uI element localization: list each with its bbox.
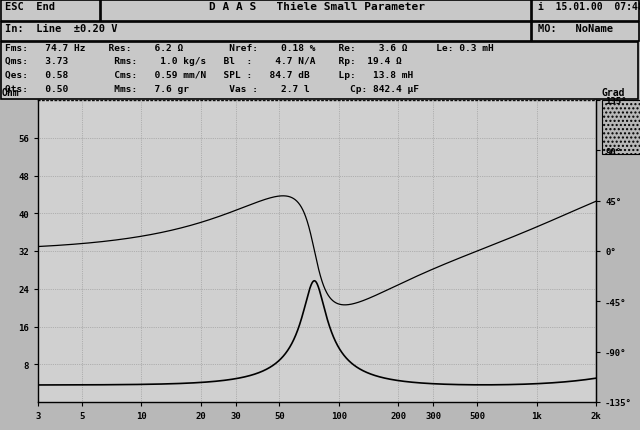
Text: Grad: Grad	[602, 88, 625, 98]
Text: Qes:   0.58        Cms:   0.59 mm/N   SPL :   84.7 dB     Lp:   13.8 mH: Qes: 0.58 Cms: 0.59 mm/N SPL : 84.7 dB L…	[5, 71, 413, 80]
Bar	[1, 43, 638, 100]
Text: i  15.01.00  07:48: i 15.01.00 07:48	[538, 2, 640, 12]
Bar	[1, 1, 100, 22]
Text: Fms:   74.7 Hz    Res:    6.2 Ω        Nref:    0.18 %    Re:    3.6 Ω     Le: 0: Fms: 74.7 Hz Res: 6.2 Ω Nref: 0.18 % Re:…	[5, 44, 493, 53]
Text: ESC  End: ESC End	[5, 2, 55, 12]
Text: In:  Line  ±0.20 V: In: Line ±0.20 V	[5, 24, 118, 34]
Text: Qts:   0.50        Mms:   7.6 gr       Vas :    2.7 l       Cp: 842.4 μF: Qts: 0.50 Mms: 7.6 gr Vas : 2.7 l Cp: 84…	[5, 84, 419, 93]
Bar	[532, 23, 639, 42]
Bar	[602, 101, 640, 155]
Bar	[532, 1, 639, 22]
Text: Ohm: Ohm	[2, 88, 19, 98]
Bar	[1, 23, 531, 42]
Text: MO:   NoName: MO: NoName	[538, 24, 613, 34]
Bar	[101, 1, 531, 22]
Text: Qms:   3.73        Rms:    1.0 kg/s   Bl  :    4.7 N/A    Rp:  19.4 Ω: Qms: 3.73 Rms: 1.0 kg/s Bl : 4.7 N/A Rp:…	[5, 57, 402, 66]
Text: D A A S   Thiele Small Parameter: D A A S Thiele Small Parameter	[209, 2, 425, 12]
